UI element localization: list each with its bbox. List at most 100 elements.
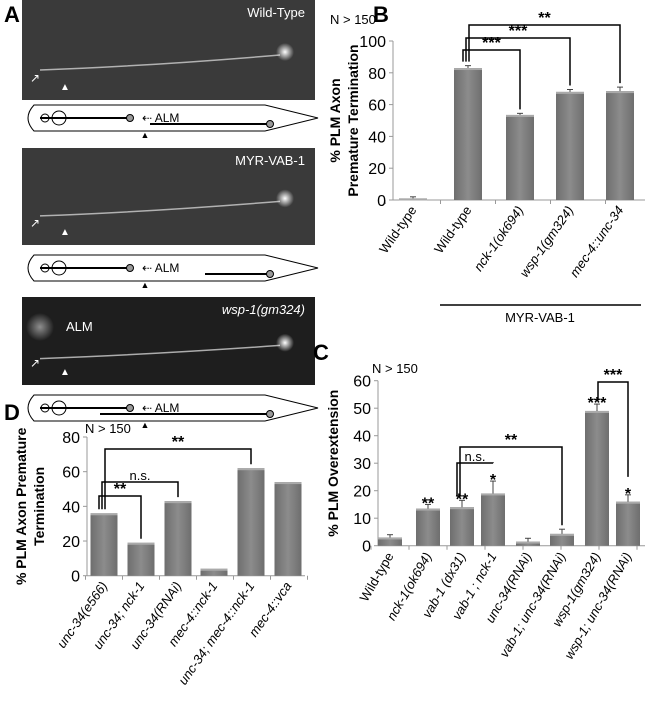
- alm-cell-body: [26, 313, 54, 341]
- y-axis-title: % PLM Axon Premature: [13, 427, 29, 585]
- x-tick-label: Wild-type: [376, 203, 419, 256]
- micrograph: MYR-VAB-1 ↗ ▲: [22, 148, 315, 245]
- significance-bracket: [104, 448, 252, 510]
- bar: [127, 542, 155, 576]
- worm-schematic: ⇠ ALM ▲: [27, 394, 319, 430]
- significance-bracket: [459, 446, 563, 526]
- bar-highlight: [274, 482, 302, 485]
- arrowhead-icon: ▲: [60, 227, 70, 238]
- alm-label: ALM: [66, 319, 93, 334]
- alm-cell: [126, 404, 134, 412]
- group-label: MYR-VAB-1: [505, 310, 575, 325]
- alm-cell: [126, 264, 134, 272]
- micrograph-caption: Wild-Type: [247, 5, 305, 20]
- micrograph: wsp-1(gm324) ALM ↗ ▲: [22, 297, 315, 385]
- y-tick-label: 20: [62, 534, 80, 551]
- plm-cell: [266, 120, 274, 128]
- significance-bracket: [465, 37, 571, 86]
- bar: [506, 114, 534, 200]
- bar: [550, 533, 574, 546]
- panel-c-chart: C N > 150 0 10 20 30 40 50 60 % PLM Overextension…: [313, 340, 645, 662]
- alm-label: ⇠ ALM: [142, 261, 179, 275]
- bar-highlight: [550, 533, 574, 536]
- cell-body: [276, 43, 294, 61]
- bar: [556, 91, 584, 200]
- micrograph-caption: wsp-1(gm324): [222, 302, 305, 317]
- micrograph-caption: MYR-VAB-1: [235, 153, 305, 168]
- panel-label: C: [313, 340, 329, 365]
- micrograph-background: [22, 297, 315, 385]
- plm-cell: [266, 270, 274, 278]
- panel-label: D: [4, 400, 20, 425]
- sample-size-label: N > 150: [85, 421, 131, 436]
- cell-body: [276, 333, 294, 352]
- significance-stars: **: [456, 491, 469, 508]
- significance-stars: **: [422, 495, 435, 512]
- bar: [164, 501, 192, 576]
- y-tick-label: 100: [359, 34, 386, 51]
- neuron-process: [39, 200, 281, 217]
- bar: [416, 508, 440, 546]
- significance-bracket: [462, 49, 521, 110]
- bar-highlight: [516, 541, 540, 544]
- arrowhead-icon: ▲: [60, 82, 70, 93]
- bar: [585, 410, 609, 546]
- vulva-arrowhead-icon: ▲: [141, 420, 150, 430]
- cell-body: [276, 189, 294, 208]
- y-tick-label: 20: [368, 161, 386, 178]
- bar-highlight: [399, 198, 427, 201]
- vulva-arrowhead-icon: ▲: [141, 280, 150, 290]
- bar-highlight: [585, 410, 609, 413]
- y-axis-title: % PLM Overextension: [325, 390, 341, 537]
- y-tick-label: 40: [368, 129, 386, 146]
- bar: [616, 501, 640, 546]
- significance-bracket: [468, 24, 621, 84]
- arrowhead-icon: ▲: [60, 367, 70, 378]
- x-tick-label: Wild-type: [357, 550, 397, 604]
- significance-label: **: [172, 434, 185, 451]
- panel-a: Wild-Type↗▲⇠ ALM▲MYR-VAB-1↗▲⇠ ALM▲wsp-1(…: [22, 0, 319, 430]
- significance-bracket: [456, 462, 494, 497]
- y-tick-label: 40: [62, 499, 80, 516]
- worm-schematic: ⇠ ALM ▲: [27, 254, 319, 290]
- micrograph-background: [22, 148, 315, 245]
- bar-highlight: [506, 114, 534, 117]
- alm-label: ⇠ ALM: [142, 111, 179, 125]
- significance-label: n.s.: [465, 449, 486, 464]
- y-tick-label: 0: [71, 569, 80, 586]
- significance-stars: ***: [588, 395, 607, 412]
- sample-size-label: N > 150: [372, 361, 418, 376]
- bar-highlight: [606, 91, 634, 94]
- panel-d-chart: D N > 150 0 20 40 60 80 % PLM Axon Premature Ter…: [4, 400, 308, 687]
- y-tick-label: 40: [353, 429, 371, 446]
- neuron-process: [39, 54, 281, 71]
- panel-b-chart: BN > 150 0 20 40 60 80 100 % PLM Axon Premature …: [327, 2, 645, 325]
- vulva-arrowhead-icon: ▲: [141, 130, 150, 140]
- bar: [606, 91, 634, 200]
- panel-label: B: [373, 2, 389, 27]
- significance-label: ***: [509, 23, 528, 40]
- bar-highlight: [454, 68, 482, 71]
- significance-label: **: [538, 10, 551, 27]
- bar: [481, 493, 505, 546]
- bar-highlight: [127, 542, 155, 545]
- y-tick-label: 80: [62, 430, 80, 447]
- bar-highlight: [416, 508, 440, 511]
- neuron-process: [39, 344, 281, 360]
- y-tick-label: 60: [62, 465, 80, 482]
- bar-highlight: [450, 507, 474, 510]
- y-tick-label: 0: [362, 539, 371, 556]
- bar: [454, 68, 482, 200]
- bar: [90, 513, 118, 576]
- significance-label: ***: [482, 35, 501, 52]
- arrow-icon: ↗: [30, 71, 40, 85]
- y-tick-label: 10: [353, 511, 371, 528]
- bar: [274, 482, 302, 576]
- bar-highlight: [378, 537, 402, 540]
- bar: [378, 537, 402, 546]
- bar: [237, 468, 265, 576]
- x-tick-label: Wild-type: [431, 203, 474, 256]
- x-tick-label: nck-1(ok694): [471, 203, 527, 274]
